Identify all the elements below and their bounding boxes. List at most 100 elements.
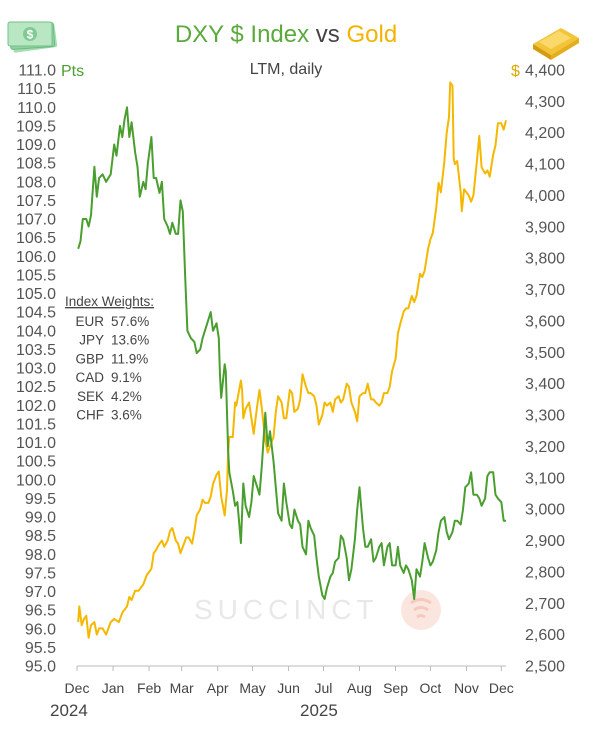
x-tick-label: Oct xyxy=(420,680,442,696)
title-gold: Gold xyxy=(346,21,397,48)
left-tick-label: 102.5 xyxy=(16,379,56,396)
left-tick-label: 99.0 xyxy=(25,510,56,527)
right-tick-label: 2,900 xyxy=(525,533,565,550)
year-label-2025: 2025 xyxy=(300,701,338,720)
right-tick-label: 3,300 xyxy=(525,408,565,425)
left-tick-label: 108.0 xyxy=(16,174,56,191)
left-tick-label: 109.0 xyxy=(16,137,56,154)
left-tick-label: 102.0 xyxy=(16,398,56,415)
left-tick-label: 106.0 xyxy=(16,249,56,266)
weight-currency: SEK xyxy=(77,389,104,404)
left-tick-label: 96.0 xyxy=(25,621,56,638)
left-tick-label: 108.5 xyxy=(16,156,56,173)
weight-currency: EUR xyxy=(75,314,104,329)
x-tick-label: Apr xyxy=(207,680,229,696)
weight-percent: 13.6% xyxy=(111,333,149,348)
x-tick-label: Dec xyxy=(489,680,514,696)
left-tick-label: 110.0 xyxy=(17,100,56,117)
x-tick-label: Dec xyxy=(65,680,90,696)
right-tick-label: 2,600 xyxy=(525,627,565,644)
left-tick-label: 99.5 xyxy=(25,491,56,508)
right-tick-label: 3,700 xyxy=(525,282,565,299)
right-tick-label: 3,600 xyxy=(525,313,565,330)
left-tick-label: 96.5 xyxy=(25,603,56,620)
weight-percent: 11.9% xyxy=(111,351,148,366)
gold-bar-icon xyxy=(533,28,579,60)
weight-percent: 57.6% xyxy=(111,314,149,329)
right-tick-label: 3,400 xyxy=(525,376,565,393)
left-tick-label: 98.5 xyxy=(25,528,56,545)
left-tick-label: 103.0 xyxy=(16,361,56,378)
right-axis-unit: $ xyxy=(511,63,520,80)
x-axis: Dec Jan Feb Mar Apr May Jun Jul Aug Sep Oct Nov Dec xyxy=(65,666,514,696)
x-tick-label: Feb xyxy=(137,680,161,696)
right-tick-label: 3,900 xyxy=(525,219,565,236)
x-tick-label: Sep xyxy=(383,680,408,696)
year-label-2024: 2024 xyxy=(50,701,88,720)
x-tick-label: Nov xyxy=(454,680,479,696)
right-tick-label: 4,000 xyxy=(525,188,565,205)
index-weights-rows: EUR 57.6% JPY 13.6% GBP 11.9% CAD 9.1% SEK 4.2% CH… xyxy=(75,314,149,423)
x-tick-label: May xyxy=(239,680,265,696)
x-tick-label: Jul xyxy=(315,680,333,696)
chart-title: DXY $ Index vs Gold xyxy=(175,21,397,48)
left-tick-label: 106.5 xyxy=(16,230,56,247)
right-tick-label: 3,100 xyxy=(525,470,565,487)
x-tick-label: Jun xyxy=(277,680,300,696)
left-tick-label: 107.5 xyxy=(16,193,56,210)
right-tick-label: 3,000 xyxy=(525,502,565,519)
left-tick-label: 107.0 xyxy=(16,212,56,229)
left-tick-label: 100.0 xyxy=(16,472,56,489)
dxy-series-line xyxy=(77,106,506,600)
left-axis-unit: Pts xyxy=(61,63,84,80)
gold-series-line xyxy=(77,81,507,639)
right-tick-label: 3,500 xyxy=(525,345,565,362)
watermark-logo-icon xyxy=(401,590,441,630)
plot-area xyxy=(77,81,507,639)
weight-percent: 3.6% xyxy=(111,408,142,423)
left-tick-label: 110.5 xyxy=(17,81,56,98)
x-tick-label: Aug xyxy=(347,680,372,696)
right-axis: 2,500 2,600 2,700 2,800 2,900 3,000 3,100 3,200… xyxy=(525,63,565,676)
weight-percent: 4.2% xyxy=(111,389,142,404)
weight-currency: GBP xyxy=(75,351,104,366)
title-dxy: DXY $ Index xyxy=(175,21,309,48)
left-axis: 95.0 95.5 96.096.5 97.0 97.598.0 98.599.0 99.5… xyxy=(16,63,56,676)
x-tick-label: Jan xyxy=(102,680,125,696)
left-tick-label: 104.0 xyxy=(16,323,56,340)
index-weights: Index Weights: EUR 57.6% JPY 13.6% GBP 11.9% C… xyxy=(65,294,154,423)
right-tick-label: 4,200 xyxy=(525,125,565,142)
right-tick-label: 2,700 xyxy=(525,596,565,613)
right-tick-label: 2,500 xyxy=(525,659,565,676)
right-tick-label: 3,800 xyxy=(525,251,565,268)
right-tick-label: 4,100 xyxy=(525,157,565,174)
money-bills-icon: $ xyxy=(7,21,58,53)
left-tick-label: 98.0 xyxy=(25,547,56,564)
left-tick-label: 105.0 xyxy=(16,286,56,303)
chart-subtitle: LTM, daily xyxy=(250,61,323,78)
left-tick-label: 97.5 xyxy=(25,565,56,582)
weight-currency: CHF xyxy=(76,408,104,423)
left-tick-label: 104.5 xyxy=(16,305,56,322)
index-weights-heading: Index Weights: xyxy=(65,294,154,309)
x-tick-label: Mar xyxy=(170,680,194,696)
right-tick-label: 2,800 xyxy=(525,564,565,581)
watermark: SUCCINCT xyxy=(194,590,441,630)
weight-currency: JPY xyxy=(79,333,104,348)
left-tick-label: 101.5 xyxy=(16,416,56,433)
left-tick-label: 103.5 xyxy=(16,342,56,359)
left-tick-label: 97.0 xyxy=(25,584,56,601)
left-tick-label: 95.5 xyxy=(25,640,56,657)
left-tick-label: 95.0 xyxy=(25,659,56,676)
right-tick-label: 3,200 xyxy=(525,439,565,456)
weight-currency: CAD xyxy=(75,370,104,385)
left-tick-label: 100.5 xyxy=(16,454,56,471)
weight-percent: 9.1% xyxy=(111,370,142,385)
right-tick-label: 4,300 xyxy=(525,94,565,111)
watermark-text: SUCCINCT xyxy=(194,594,379,625)
left-tick-label: 111.0 xyxy=(18,63,56,80)
svg-text:$: $ xyxy=(27,28,34,42)
left-tick-label: 109.5 xyxy=(16,118,56,135)
left-tick-label: 105.5 xyxy=(16,267,56,284)
